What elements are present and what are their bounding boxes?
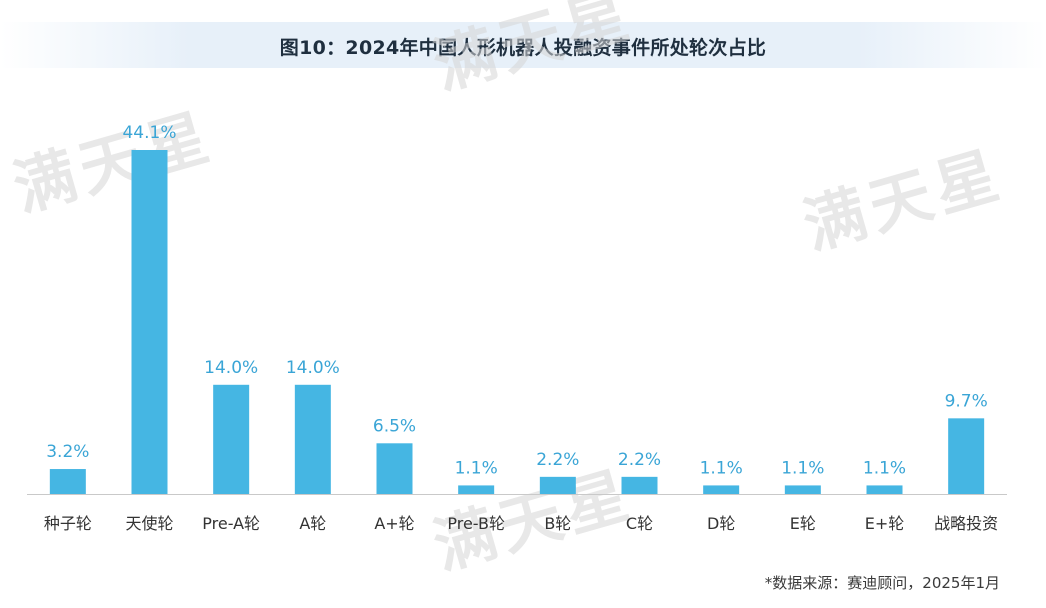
- bar: [703, 485, 740, 494]
- x-tick-label: B轮: [544, 514, 571, 533]
- bar: [376, 443, 413, 494]
- data-label: 6.5%: [373, 416, 416, 436]
- bar: [539, 476, 576, 494]
- x-tick-label: D轮: [707, 514, 735, 533]
- bar: [213, 384, 250, 494]
- data-label: 2.2%: [618, 450, 661, 470]
- bar: [458, 485, 495, 494]
- bar: [948, 418, 985, 494]
- data-label: 1.1%: [700, 458, 743, 478]
- x-tick-label: 天使轮: [125, 514, 173, 533]
- bar: [131, 150, 168, 494]
- x-tick-label: 战略投资: [934, 514, 998, 533]
- x-tick-label: A轮: [299, 514, 326, 533]
- data-label: 3.2%: [46, 442, 89, 462]
- title-banner: [0, 22, 1046, 68]
- bar: [784, 485, 821, 494]
- chart-title: 图10：2024年中国人形机器人投融资事件所处轮次占比: [279, 37, 767, 59]
- bar: [621, 476, 658, 494]
- data-label: 44.1%: [122, 123, 176, 143]
- bar: [49, 469, 86, 494]
- data-label: 2.2%: [536, 450, 579, 470]
- x-tick-label: A+轮: [374, 514, 414, 533]
- x-tick-label: C轮: [626, 514, 653, 533]
- x-tick-label: 种子轮: [44, 514, 92, 533]
- data-label: 1.1%: [781, 458, 824, 478]
- data-label: 1.1%: [455, 458, 498, 478]
- x-tick-label: Pre-A轮: [202, 514, 260, 533]
- bar: [294, 384, 331, 494]
- data-source-note: *数据来源：赛迪顾问，2025年1月: [764, 574, 1000, 592]
- data-label: 9.7%: [945, 391, 988, 411]
- bar: [866, 485, 903, 494]
- x-tick-label: E+轮: [865, 514, 905, 533]
- x-tick-label: E轮: [790, 514, 816, 533]
- data-label: 14.0%: [204, 358, 258, 378]
- x-tick-label: Pre-B轮: [447, 514, 505, 533]
- data-label: 14.0%: [286, 358, 340, 378]
- data-label: 1.1%: [863, 458, 906, 478]
